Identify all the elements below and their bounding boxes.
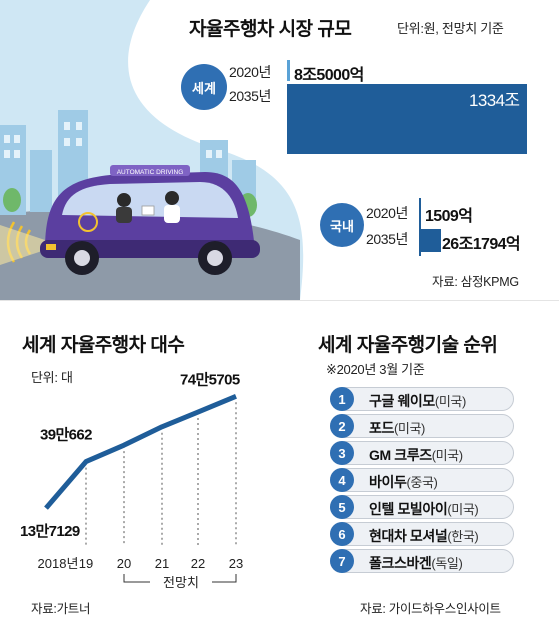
forecast-bracket (123, 574, 237, 583)
point-label: 13만7129 (20, 523, 80, 540)
rank-country: (미국) (431, 448, 463, 463)
tech-ranking-note: ※2020년 3월 기준 (326, 362, 425, 377)
rank-company: 바이두 (369, 474, 407, 490)
rank-number-badge: 7 (330, 549, 354, 573)
rank-country: (미국) (447, 502, 479, 517)
rank-company-name: 인텔 모빌아이(미국) (369, 499, 479, 519)
forecast-label: 전망치 (163, 575, 199, 590)
market-size-unit: 단위:원, 전망치 기준 (397, 21, 504, 36)
rank-number-badge: 4 (330, 468, 354, 492)
rank-company: 포드 (369, 420, 394, 436)
vehicle-count-line-chart: 13만7129 39만662 74만5705 2018년 19 20 21 22 23 전망치 (20, 371, 243, 590)
korea-value-2035: 26조1794억 (442, 236, 521, 253)
korea-year-2020: 2020년 (366, 205, 409, 221)
rank-number-badge: 3 (330, 441, 354, 465)
point-label: 39만662 (40, 427, 92, 444)
vehicle-count-title: 세계 자율주행차 대수 (22, 335, 185, 356)
rank-company: 폴크스바겐 (369, 555, 432, 571)
autonomous-car-illustration: AUTOMATIC DRIVING (40, 165, 260, 275)
rank-item: 7 폴크스바겐(독일) (330, 549, 514, 573)
vehicle-count-unit: 단위: 대 (31, 370, 73, 385)
world-bar-2020 (287, 60, 290, 81)
rank-company-name: 포드(미국) (369, 418, 425, 438)
rank-company-name: 폴크스바겐(독일) (369, 553, 463, 573)
world-badge: 세계 (181, 64, 227, 110)
korea-badge: 국내 (320, 203, 364, 247)
rank-company-name: 구글 웨이모(미국) (369, 391, 466, 411)
rank-item: 3 GM 크루즈(미국) (330, 441, 514, 465)
rank-item: 6 현대차 모셔널(한국) (330, 522, 514, 546)
rank-country: (미국) (434, 394, 466, 409)
korea-year-2035: 2035년 (366, 231, 409, 247)
rank-item: 1 구글 웨이모(미국) (330, 387, 514, 411)
car-sign-text: AUTOMATIC DRIVING (117, 169, 184, 176)
rank-item: 4 바이두(중국) (330, 468, 514, 492)
korea-axis-line (419, 198, 421, 256)
tech-ranking-source: 자료: 가이드하우스인사이트 (360, 602, 501, 616)
section-divider (0, 300, 559, 301)
x-tick-label: 19 (79, 556, 93, 571)
rank-company-name: 바이두(중국) (369, 472, 438, 492)
world-year-2020: 2020년 (229, 64, 272, 80)
tech-ranking-title: 세계 자율주행기술 순위 (318, 335, 498, 356)
rank-number-badge: 2 (330, 414, 354, 438)
world-year-2035: 2035년 (229, 88, 272, 104)
rank-number-badge: 1 (330, 387, 354, 411)
vehicle-count-source: 자료:가트너 (31, 602, 91, 616)
rank-country: (한국) (447, 529, 479, 544)
world-value-2020: 8조5000억 (294, 67, 364, 84)
rank-number-badge: 5 (330, 495, 354, 519)
x-tick-label: 22 (191, 556, 205, 571)
rank-item: 5 인텔 모빌아이(미국) (330, 495, 514, 519)
korea-bar-2035 (421, 229, 441, 252)
world-value-2035: 1334조 (469, 91, 520, 110)
rank-company-name: 현대차 모셔널(한국) (369, 526, 479, 546)
x-tick-label: 2018년 (38, 556, 79, 571)
korea-value-2020: 1509억 (425, 208, 473, 225)
rank-company: 인텔 모빌아이 (369, 501, 448, 517)
market-size-source: 자료: 삼정KPMG (432, 275, 519, 289)
x-tick-label: 21 (155, 556, 169, 571)
rank-company: 구글 웨이모 (369, 393, 435, 409)
x-tick-label: 23 (229, 556, 243, 571)
point-label: 74만5705 (180, 371, 240, 388)
rank-country: (독일) (431, 556, 463, 571)
rank-company: GM 크루즈 (369, 447, 432, 463)
rank-company-name: GM 크루즈(미국) (369, 445, 463, 465)
vehicle-count-series-line (44, 393, 237, 510)
rank-country: (미국) (393, 421, 425, 436)
world-bar-2035 (287, 84, 527, 154)
rank-number-badge: 6 (330, 522, 354, 546)
rank-country: (중국) (406, 475, 438, 490)
rank-item: 2 포드(미국) (330, 414, 514, 438)
rank-company: 현대차 모셔널 (369, 528, 448, 544)
x-tick-label: 20 (117, 556, 131, 571)
market-size-title: 자율주행차 시장 규모 (189, 19, 352, 40)
